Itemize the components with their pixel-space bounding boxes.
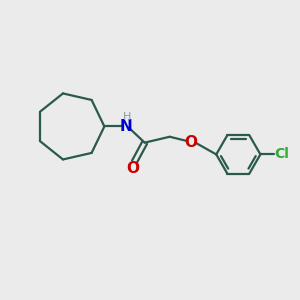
Text: O: O [127,161,140,176]
Text: N: N [119,119,132,134]
Text: Cl: Cl [274,147,289,161]
Text: O: O [184,134,197,149]
Text: H: H [123,112,131,122]
